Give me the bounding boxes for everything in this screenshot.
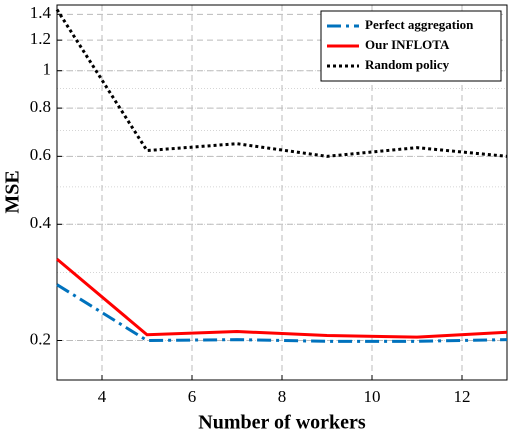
- series-line: [56, 257, 508, 339]
- series-line: [56, 283, 508, 343]
- plot-frame: [56, 4, 508, 381]
- legend-label: Random policy: [365, 57, 450, 72]
- x-tick-label: 6: [188, 387, 197, 406]
- x-axis-label: Number of workers: [198, 412, 366, 434]
- x-tick-label: 8: [278, 387, 287, 406]
- series-line: [55, 8, 508, 158]
- y-tick-label: 0.8: [30, 97, 51, 116]
- y-tick-label: 1.2: [30, 29, 51, 48]
- y-tick-label: 1: [43, 60, 52, 79]
- y-tick-label: 0.2: [30, 329, 51, 348]
- legend-label: Our INFLOTA: [365, 37, 450, 52]
- x-tick-label: 12: [454, 387, 471, 406]
- legend-label: Perfect aggregation: [365, 17, 474, 32]
- y-tick-label: 1.4: [30, 3, 52, 22]
- y-tick-label: 0.6: [30, 145, 51, 164]
- legend: Perfect aggregation Our INFLOTA Random pol…: [320, 10, 502, 82]
- x-tick-label: 10: [364, 387, 381, 406]
- y-axis-label: MSE: [2, 170, 24, 213]
- x-tick-label: 4: [98, 387, 107, 406]
- y-tick-label: 0.4: [30, 213, 52, 232]
